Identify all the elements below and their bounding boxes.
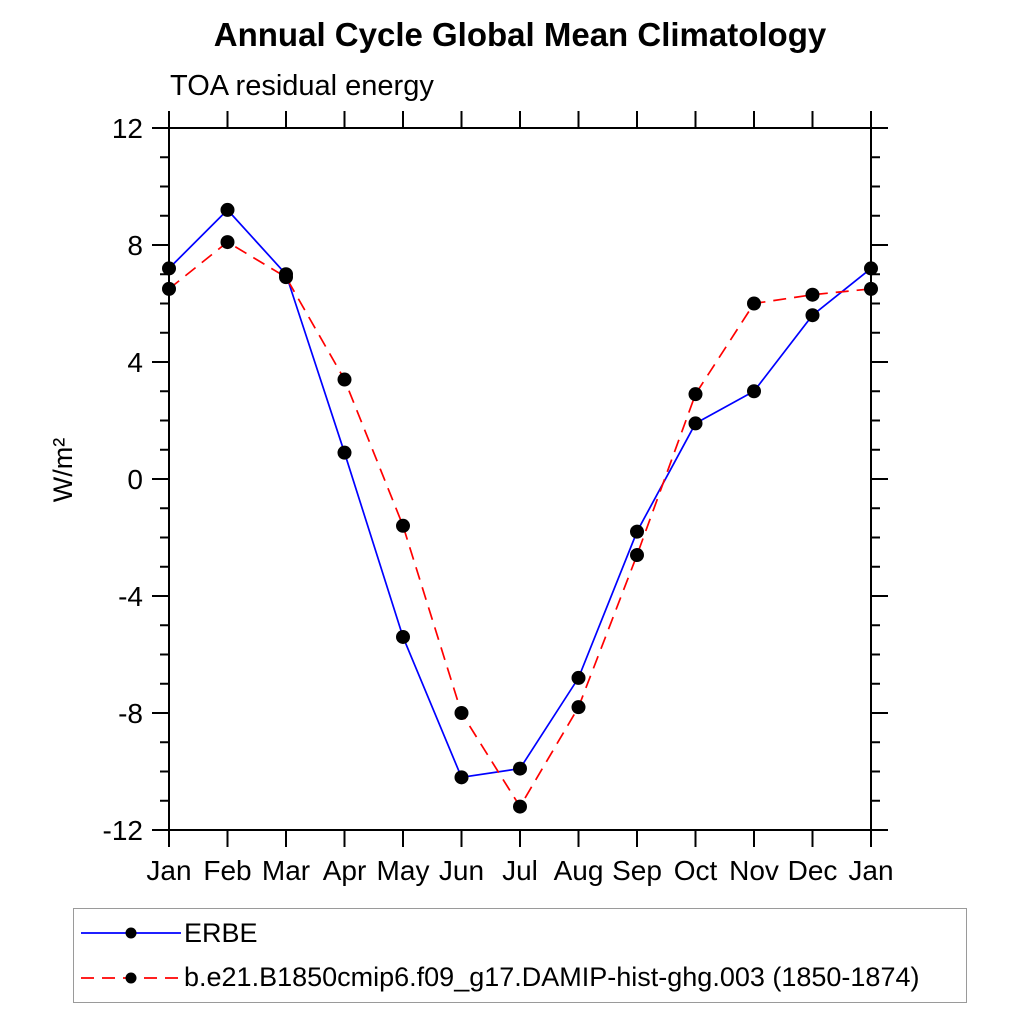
data-point-erbe <box>513 761 527 776</box>
data-point-model <box>864 281 878 296</box>
legend-item-model: b.e21.B1850cmip6.f09_g17.DAMIP-hist-ghg.… <box>78 958 966 998</box>
data-point-erbe <box>630 524 644 539</box>
x-tick-label: May <box>377 855 430 886</box>
data-point-model <box>279 270 293 285</box>
x-tick-label: Mar <box>262 855 310 886</box>
y-tick-label: 8 <box>127 230 143 261</box>
y-tick-label: 4 <box>127 347 143 378</box>
y-tick-label: 12 <box>112 113 143 144</box>
x-tick-label: Feb <box>203 855 251 886</box>
y-tick-label: -12 <box>103 815 143 846</box>
legend-line-sample-model <box>81 972 181 984</box>
data-point-model <box>747 296 761 311</box>
x-tick-label: Jun <box>439 855 484 886</box>
data-point-model <box>513 799 527 814</box>
chart-subtitle: TOA residual energy <box>170 70 434 102</box>
data-point-model <box>337 372 352 387</box>
x-tick-label: Jan <box>146 855 191 886</box>
x-tick-label: Dec <box>788 855 838 886</box>
y-tick-label: 0 <box>127 464 143 495</box>
data-point-erbe <box>454 770 469 785</box>
data-point-erbe <box>571 670 586 685</box>
axis-frame <box>168 127 872 831</box>
data-point-erbe <box>220 202 235 217</box>
legend: ERBE b.e21.B1850cmip6.f09_g17.DAMIP-hist… <box>73 908 967 1003</box>
x-tick-label: Sep <box>612 855 662 886</box>
data-point-erbe <box>805 308 820 323</box>
data-point-erbe <box>396 629 410 644</box>
data-point-erbe <box>688 416 703 431</box>
legend-line-sample-erbe <box>81 927 181 939</box>
data-point-model <box>220 235 235 250</box>
legend-label-erbe: ERBE <box>184 917 258 948</box>
data-point-erbe <box>337 445 352 460</box>
x-tick-label: Nov <box>729 855 779 886</box>
x-tick-label: Apr <box>323 855 367 886</box>
legend-sample-marker <box>125 927 137 939</box>
data-point-model <box>688 387 703 402</box>
data-point-erbe <box>747 384 761 399</box>
data-point-model <box>630 548 644 563</box>
data-point-model <box>805 287 820 302</box>
series-line-model <box>168 241 872 809</box>
data-point-model <box>396 518 410 533</box>
data-point-erbe <box>162 261 176 276</box>
data-point-erbe <box>864 261 878 276</box>
chart-title: Annual Cycle Global Mean Climatology <box>213 16 827 53</box>
x-tick-label: Jul <box>502 855 538 886</box>
legend-label-model: b.e21.B1850cmip6.f09_g17.DAMIP-hist-ghg.… <box>184 962 920 993</box>
legend-sample-marker <box>125 972 137 984</box>
x-tick-label: Oct <box>674 855 718 886</box>
x-tick-label: Aug <box>554 855 604 886</box>
y-tick-label: -8 <box>118 698 143 729</box>
y-tick-label: -4 <box>118 581 143 612</box>
data-point-model <box>454 706 469 720</box>
data-point-model <box>162 281 176 296</box>
x-tick-label: Jan <box>848 855 893 886</box>
data-point-model <box>571 700 586 715</box>
series-line-erbe <box>168 208 872 779</box>
legend-item-erbe: ERBE <box>78 913 966 953</box>
